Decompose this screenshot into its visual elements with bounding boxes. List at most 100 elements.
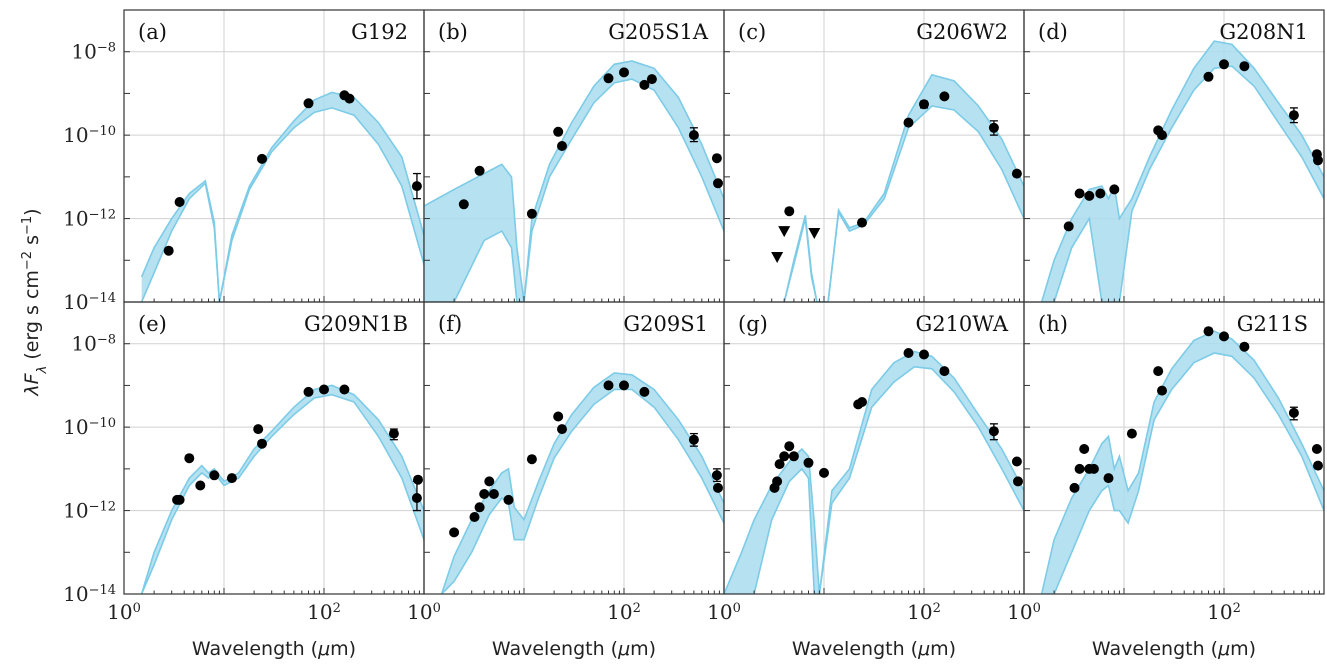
data-point (603, 73, 614, 84)
data-point (711, 153, 722, 164)
data-point (257, 153, 267, 164)
x-tick-label: 102 (1207, 600, 1241, 624)
panel-title: G206W2 (916, 20, 1008, 44)
panels: (a) G192 10−8 10−10 10−12 10−14 (b) G205S1A (c) G… (63, 9, 1325, 660)
data-point (474, 502, 485, 513)
y-tick-label: 10−14 (63, 582, 116, 606)
panel-frame (723, 301, 1025, 595)
data-point (303, 98, 314, 109)
data-point (639, 79, 650, 90)
panel-g209s1: (f) G209S1 100 102 Wavelength (μm) (407, 301, 725, 660)
model-upper-line (140, 91, 424, 302)
panel-tag: (d) (1038, 20, 1068, 44)
panel-frame (123, 9, 425, 303)
data-point (1239, 61, 1250, 72)
data-point (603, 380, 614, 391)
data-point (1074, 188, 1085, 199)
x-axis-label: Wavelength (μm) (792, 638, 956, 660)
panel-g206w2: (c) G206W2 (723, 9, 1044, 303)
y-tick-label: 10−12 (63, 499, 116, 523)
data-point (253, 424, 264, 435)
x-tick-label: 102 (607, 600, 641, 624)
data-point (449, 527, 460, 538)
data-point (619, 67, 629, 78)
data-point (919, 99, 929, 110)
data-point (730, 247, 740, 257)
data-point (553, 411, 564, 422)
data-point (526, 454, 537, 465)
y-tick-label: 10−8 (71, 40, 116, 64)
data-point (1011, 456, 1022, 467)
model-lower-line (424, 78, 724, 302)
data-point (1079, 444, 1090, 454)
data-point (1153, 366, 1164, 377)
data-point (1030, 218, 1040, 228)
data-point (557, 424, 567, 435)
data-point (479, 489, 490, 499)
panel-tag: (h) (1038, 312, 1068, 336)
data-point (711, 470, 722, 481)
model-band (1041, 41, 1324, 302)
model-lower-line (140, 393, 424, 594)
data-point (1095, 188, 1106, 199)
panel-g211s: (h) G211S 100 102 Wavelength (μm) (1007, 301, 1325, 660)
data-point (1032, 551, 1042, 561)
data-point (819, 467, 829, 478)
data-point (319, 384, 329, 395)
data-point (939, 91, 950, 102)
model-upper-line (140, 384, 424, 594)
upper-limit-marker (808, 228, 821, 240)
data-point (857, 397, 867, 407)
data-point (774, 459, 785, 470)
data-point (639, 386, 650, 397)
data-point (903, 348, 914, 358)
x-tick-label: 100 (1007, 600, 1041, 624)
x-tick-label: 102 (307, 600, 341, 624)
y-tick-label: 10−14 (63, 290, 116, 314)
data-point (646, 74, 657, 85)
panel-tag: (a) (138, 20, 167, 44)
data-point (1034, 247, 1044, 257)
data-point (1088, 463, 1099, 474)
model-band (724, 351, 1024, 594)
panel-title: G209S1 (623, 312, 708, 336)
panel-frame (1023, 301, 1325, 595)
model-lower-line (1041, 65, 1324, 302)
data-point (784, 441, 795, 452)
panel-g205s1a: (b) G205S1A (423, 9, 740, 303)
data-point (713, 178, 723, 189)
x-axis-label: Wavelength (μm) (1092, 638, 1256, 660)
data-point (688, 434, 699, 445)
y-axis-label: λFλ (erg s cm−2 s−1) (20, 208, 50, 396)
data-point (174, 494, 185, 505)
data-point (803, 457, 814, 468)
data-point (1313, 460, 1323, 471)
panel-g210wa: (g) G210WA 100 102 Wavelength (μm) (707, 301, 1042, 660)
data-point (388, 428, 399, 439)
y-tick-label: 10−10 (63, 415, 116, 439)
data-point (503, 494, 514, 505)
model-band (141, 385, 424, 594)
data-point (772, 476, 783, 487)
data-point (557, 141, 567, 151)
y-tick-label: 10−8 (71, 332, 116, 356)
data-point (184, 453, 195, 464)
model-band (424, 61, 724, 302)
data-point (919, 349, 929, 360)
data-point (458, 199, 469, 210)
data-point (427, 582, 437, 592)
upper-limit-marker (778, 226, 791, 238)
data-point (553, 126, 564, 137)
data-point (226, 473, 237, 484)
data-point (1074, 463, 1085, 474)
data-point (688, 130, 699, 141)
data-point (779, 451, 790, 462)
data-point (788, 451, 799, 462)
x-tick-label: 100 (107, 600, 141, 624)
x-axis-label: Wavelength (μm) (492, 638, 656, 660)
panel-tag: (e) (138, 312, 167, 336)
panel-title: G205S1A (608, 20, 709, 44)
data-point (1288, 407, 1299, 418)
panel-tag: (c) (738, 20, 766, 44)
